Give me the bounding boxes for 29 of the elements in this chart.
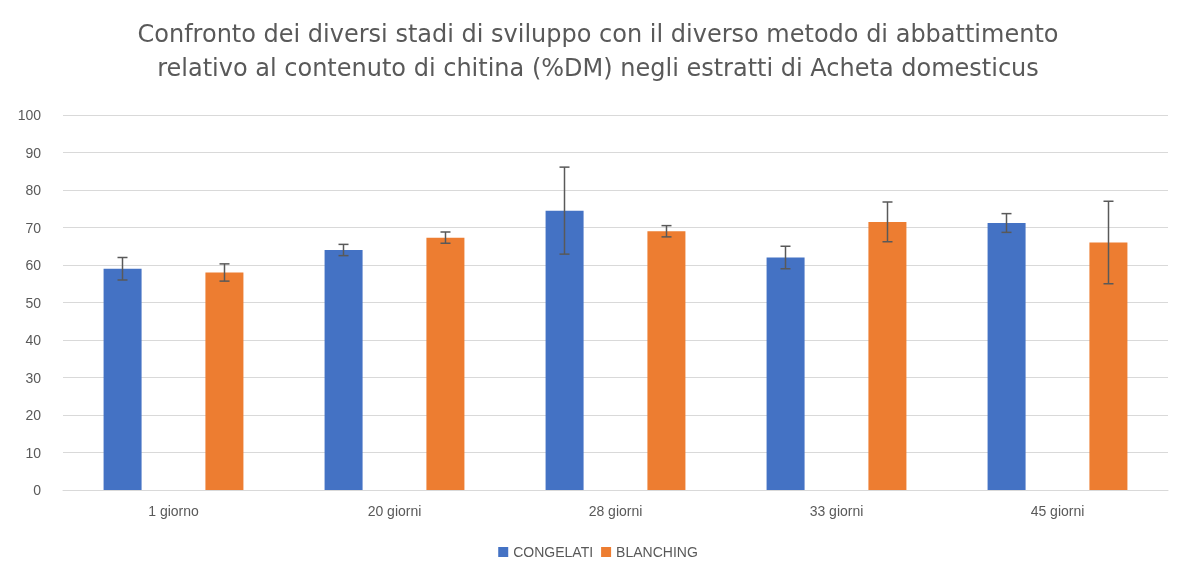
y-tick-label: 0 [33, 482, 42, 498]
x-tick-label: 28 giorni [588, 503, 643, 519]
x-tick-label: 20 giorni [367, 503, 422, 519]
bar [103, 268, 142, 490]
y-tick-label: 60 [25, 257, 42, 273]
y-tick-label: 100 [17, 107, 42, 123]
y-tick-label: 90 [25, 144, 42, 161]
chart-title: Confronto dei diversi stadi di sviluppo con il diverso metodo di abbattimento relativo al contenuto di chitina (%DM) negli estratti di Acheta domesticus [137, 20, 1059, 82]
bar [647, 231, 686, 490]
bar [766, 257, 805, 490]
y-tick-label: 70 [25, 219, 42, 236]
bar [545, 210, 584, 490]
legend-label: CONGELATI [513, 544, 594, 560]
y-tick-label: 40 [25, 332, 42, 348]
bar [1089, 242, 1128, 490]
legend-label: BLANCHING [616, 544, 698, 560]
y-tick-label: 10 [25, 444, 42, 461]
y-tick-label: 30 [25, 369, 42, 386]
y-tick-label: 50 [25, 294, 42, 311]
y-tick-label: 80 [25, 182, 42, 198]
bar [426, 237, 465, 490]
x-tick-label: 1 giorno [148, 503, 200, 519]
x-tick-label: 45 giorni [1030, 503, 1085, 519]
bar [205, 272, 244, 490]
bar [324, 250, 363, 490]
x-tick-label: 33 giorni [809, 503, 864, 519]
bar [868, 221, 907, 490]
bar [987, 223, 1026, 490]
y-tick-label: 20 [25, 407, 42, 423]
